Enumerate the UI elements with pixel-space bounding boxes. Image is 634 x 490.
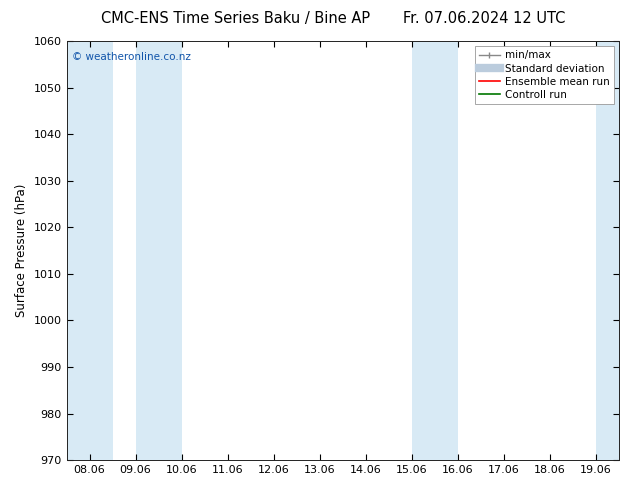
- Bar: [67, 41, 113, 460]
- Text: © weatheronline.co.nz: © weatheronline.co.nz: [72, 51, 191, 62]
- Text: Fr. 07.06.2024 12 UTC: Fr. 07.06.2024 12 UTC: [403, 11, 565, 26]
- Bar: [596, 41, 619, 460]
- Y-axis label: Surface Pressure (hPa): Surface Pressure (hPa): [15, 184, 28, 318]
- Legend: min/max, Standard deviation, Ensemble mean run, Controll run: min/max, Standard deviation, Ensemble me…: [475, 46, 614, 104]
- Bar: [136, 41, 181, 460]
- Text: CMC-ENS Time Series Baku / Bine AP: CMC-ENS Time Series Baku / Bine AP: [101, 11, 370, 26]
- Bar: [412, 41, 458, 460]
